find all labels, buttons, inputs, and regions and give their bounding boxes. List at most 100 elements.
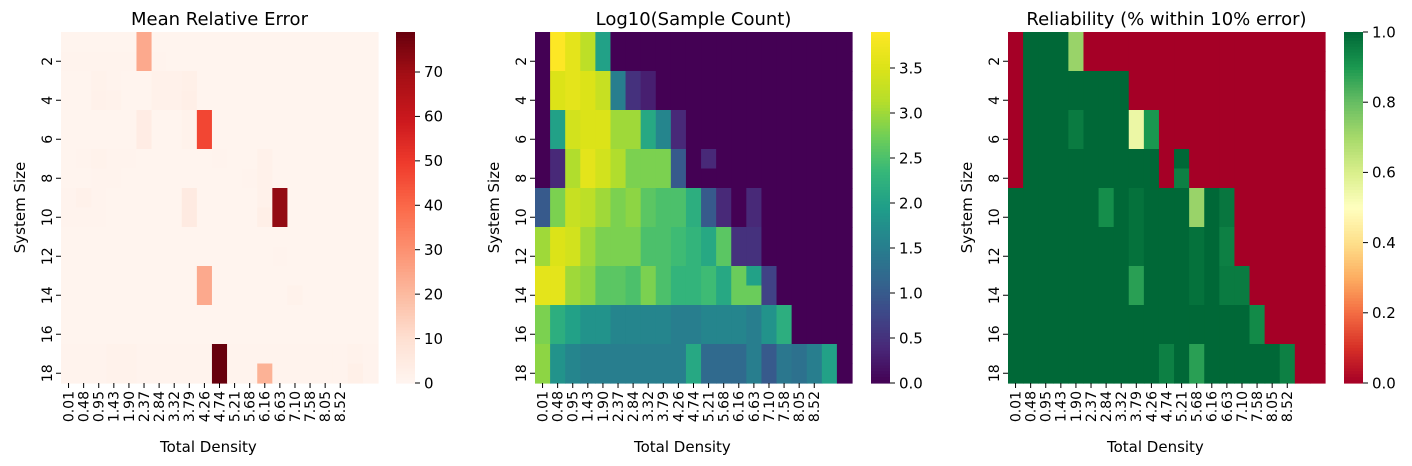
heatmap-cell xyxy=(76,363,92,384)
heatmap-cell xyxy=(121,305,138,326)
heatmap-cell xyxy=(640,344,657,365)
heatmap-cell xyxy=(685,363,702,384)
colorbar-segment xyxy=(1344,380,1363,384)
heatmap-cell xyxy=(1174,363,1190,384)
heatmap-cell xyxy=(1023,110,1039,131)
x-axis-ticks: 0.01 0.48 0.95 1.43 1.90 2.37 2.84 3.32 3.79 4.26… xyxy=(1008,383,1296,422)
heatmap-cell xyxy=(211,32,228,53)
heatmap-cell xyxy=(670,110,687,131)
heatmap-cell xyxy=(362,168,379,189)
colorbar-tick-label: 70 xyxy=(424,63,443,81)
heatmap-cell xyxy=(1023,324,1039,345)
colorbar-segment xyxy=(1344,227,1363,232)
colorbar-segment xyxy=(396,263,415,267)
heatmap-cell xyxy=(685,90,702,111)
heatmap-cell xyxy=(746,324,763,345)
heatmap-cell xyxy=(1023,129,1039,150)
colorbar-segment xyxy=(396,160,415,165)
heatmap-cell xyxy=(227,51,243,72)
colorbar-tick-label: 0.8 xyxy=(1372,93,1396,111)
colorbar-segment xyxy=(871,347,890,352)
heatmap-cell xyxy=(151,168,168,189)
heatmap-cell xyxy=(1249,246,1266,267)
heatmap-cell xyxy=(806,285,823,306)
colorbar-segment xyxy=(1344,236,1363,241)
heatmap-cell xyxy=(1128,324,1145,345)
heatmap-cell xyxy=(151,246,168,267)
heatmap-cell xyxy=(821,344,838,365)
heatmap-cell xyxy=(701,207,717,228)
heatmap-cell xyxy=(1098,149,1115,170)
heatmap-cell xyxy=(1128,149,1145,170)
heatmap-cell xyxy=(791,207,808,228)
colorbar-segment xyxy=(396,93,415,97)
heatmap-cell xyxy=(106,266,122,287)
heatmap-cell xyxy=(821,149,838,170)
heatmap-cell xyxy=(1264,344,1281,365)
colorbar-segment xyxy=(871,163,890,168)
colorbar-segment xyxy=(396,377,415,381)
colorbar-segment xyxy=(871,131,890,135)
heatmap-cell xyxy=(136,110,153,131)
heatmap-cell xyxy=(1023,266,1039,287)
colorbar-segment xyxy=(871,365,890,369)
heatmap-cell xyxy=(151,32,168,53)
heatmap-cell xyxy=(1098,324,1115,345)
heatmap-cell xyxy=(791,285,808,306)
heatmap-cell xyxy=(1309,363,1326,384)
colorbar-segment xyxy=(396,260,415,264)
heatmap-cell xyxy=(746,266,763,287)
heatmap-cell xyxy=(1008,246,1024,267)
heatmap-cell xyxy=(625,266,642,287)
colorbar-segment xyxy=(1344,306,1363,311)
heatmap-cell xyxy=(625,324,642,345)
heatmap-cell xyxy=(685,324,702,345)
heatmap-cell xyxy=(181,266,198,287)
heatmap-cell xyxy=(1068,324,1085,345)
heatmap-cell xyxy=(1249,110,1266,131)
colorbar-segment xyxy=(1344,362,1363,367)
heatmap-cell xyxy=(196,71,213,92)
heatmap-cell xyxy=(302,110,319,131)
colorbar-segment xyxy=(871,157,890,162)
heatmap-cell xyxy=(1008,129,1024,150)
heatmap-cell xyxy=(1174,227,1190,248)
heatmap-cell xyxy=(716,324,732,345)
y-tick-label: 16 xyxy=(514,325,530,343)
heatmap-cell xyxy=(76,246,92,267)
heatmap-cell xyxy=(1234,129,1251,150)
colorbar-segment xyxy=(396,298,415,302)
heatmap-cell xyxy=(535,246,551,267)
heatmap-cell xyxy=(362,324,379,345)
heatmap-cell xyxy=(76,71,92,92)
colorbar-segment xyxy=(871,195,890,200)
colorbar-segment xyxy=(396,108,415,112)
heatmap-cell xyxy=(1038,149,1054,170)
colorbar-segment xyxy=(1344,102,1363,106)
heatmap-cell xyxy=(136,266,153,287)
heatmap-cell xyxy=(1098,71,1115,92)
x-tick-label: 0.95 xyxy=(1039,391,1055,422)
heatmap-cell xyxy=(362,71,379,92)
heatmap-cell xyxy=(121,110,138,131)
colorbar-segment xyxy=(1344,368,1363,372)
heatmap-cell xyxy=(1219,188,1236,209)
heatmap-cell xyxy=(106,168,122,189)
x-tick-label: 2.37 xyxy=(1084,391,1100,422)
colorbar-segment xyxy=(396,61,415,65)
heatmap-cell xyxy=(821,71,838,92)
heatmap-cell xyxy=(166,363,183,384)
heatmap-cell xyxy=(1279,110,1296,131)
colorbar-segment xyxy=(1344,195,1363,200)
heatmap-cell xyxy=(106,324,122,345)
heatmap-cell xyxy=(136,305,153,326)
heatmap-cell xyxy=(716,285,732,306)
heatmap-cell xyxy=(731,266,747,287)
heatmap-cell xyxy=(1264,363,1281,384)
colorbar-tick-label: 1.5 xyxy=(899,239,923,257)
heatmap-cell xyxy=(1264,246,1281,267)
colorbar-segment xyxy=(1344,213,1363,217)
colorbar-segment xyxy=(871,271,890,276)
colorbar-segment xyxy=(396,90,415,95)
colorbar-segment xyxy=(871,286,890,290)
